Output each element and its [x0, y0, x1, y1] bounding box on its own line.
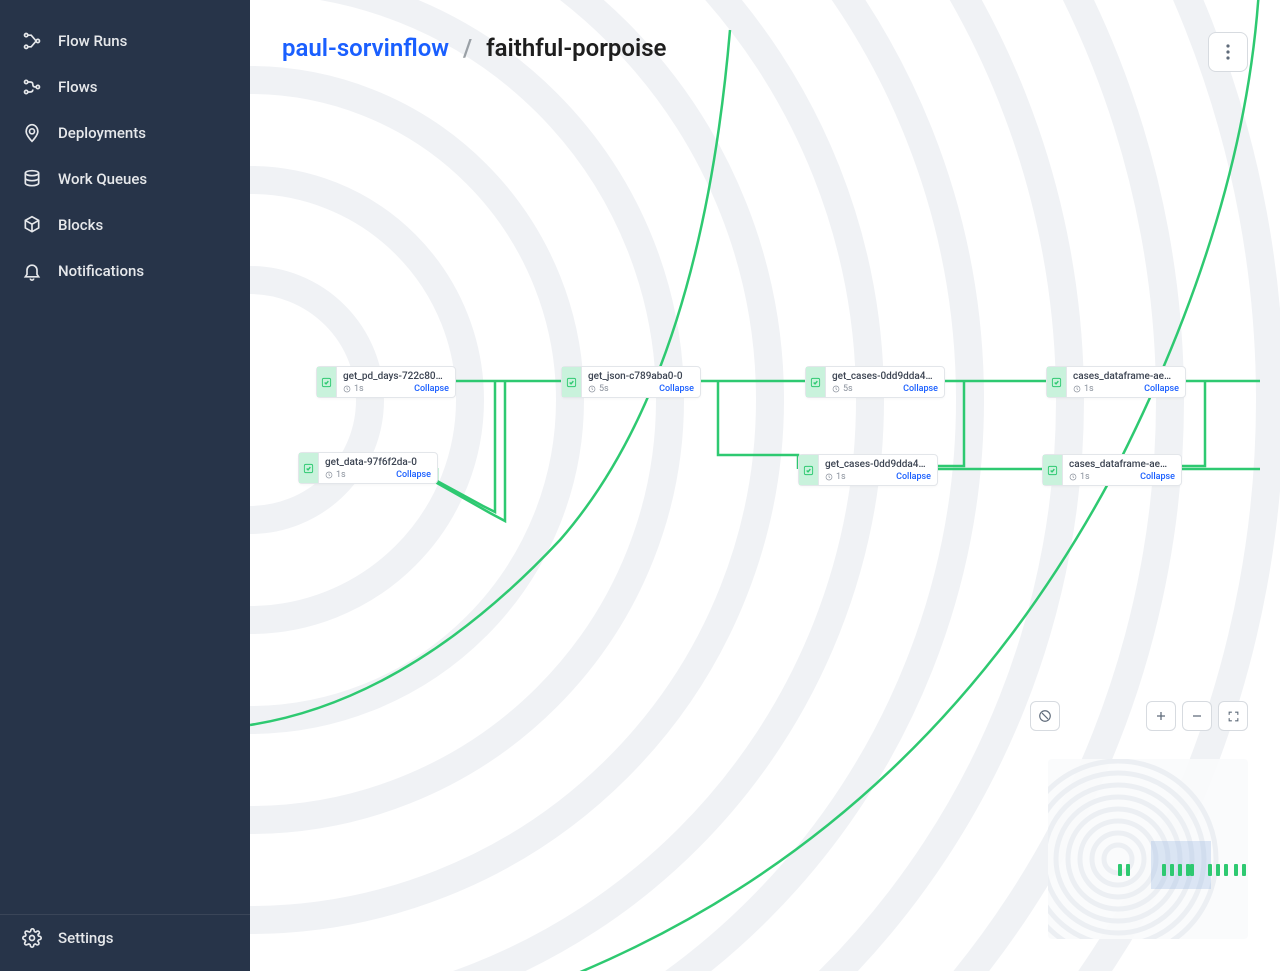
task-status-icon [806, 367, 826, 397]
zoom-in-button[interactable] [1146, 701, 1176, 731]
task-duration: 5s [832, 384, 853, 394]
sidebar-item-settings[interactable]: Settings [0, 915, 250, 961]
task-duration: 5s [588, 384, 609, 394]
sidebar: Flow Runs Flows Deployments Work Queues … [0, 0, 250, 971]
task-duration: 1s [1073, 384, 1094, 394]
task-node-title: get_data-97f6f2da-0 [325, 457, 431, 468]
fullscreen-button[interactable] [1218, 701, 1248, 731]
minimap-tick [1162, 864, 1166, 876]
task-duration: 1s [343, 384, 364, 394]
task-duration: 1s [825, 472, 846, 482]
sidebar-item-flow-runs[interactable]: Flow Runs [0, 18, 250, 64]
sidebar-item-label: Work Queues [58, 170, 147, 188]
collapse-link[interactable]: Collapse [396, 470, 431, 480]
minimap-tick [1170, 864, 1174, 876]
task-node-title: get_cases-0dd9dda4… [832, 371, 938, 382]
sidebar-item-deployments[interactable]: Deployments [0, 110, 250, 156]
collapse-link[interactable]: Collapse [1144, 384, 1179, 394]
minimap-tick [1208, 864, 1212, 876]
deployments-icon [22, 123, 42, 143]
collapse-link[interactable]: Collapse [659, 384, 694, 394]
task-node-title: get_cases-0dd9dda4… [825, 459, 931, 470]
task-node[interactable]: get_data-97f6f2da-0 1s Collapse [298, 452, 438, 484]
task-node-title: get_json-c789aba0-0 [588, 371, 694, 382]
breadcrumb-separator: / [463, 34, 472, 62]
sidebar-item-label: Deployments [58, 124, 146, 142]
blocks-icon [22, 215, 42, 235]
sidebar-item-work-queues[interactable]: Work Queues [0, 156, 250, 202]
minimap-tick [1190, 864, 1194, 876]
task-node-title: get_pd_days-722c80… [343, 371, 449, 382]
sidebar-item-flows[interactable]: Flows [0, 64, 250, 110]
actions-menu-button[interactable] [1208, 32, 1248, 72]
minimap-tick [1118, 864, 1122, 876]
collapse-link[interactable]: Collapse [903, 384, 938, 394]
sidebar-item-blocks[interactable]: Blocks [0, 202, 250, 248]
flows-icon [22, 77, 42, 97]
sidebar-item-label: Flow Runs [58, 32, 127, 50]
sidebar-item-notifications[interactable]: Notifications [0, 248, 250, 294]
task-node[interactable]: cases_dataframe-ae… 1s Collapse [1046, 366, 1186, 398]
minimap[interactable] [1048, 759, 1248, 939]
breadcrumb-flow-link[interactable]: paul-sorvinflow [282, 34, 449, 62]
minimap-tick [1234, 864, 1238, 876]
sidebar-item-label: Settings [58, 929, 114, 947]
zoom-out-button[interactable] [1182, 701, 1212, 731]
minimap-tick [1242, 864, 1246, 876]
task-status-icon [299, 453, 319, 483]
minimap-tick [1126, 864, 1130, 876]
task-status-icon [562, 367, 582, 397]
task-node-title: cases_dataframe-ae… [1073, 371, 1179, 382]
task-node-title: cases_dataframe-ae… [1069, 459, 1175, 470]
flow-runs-icon [22, 31, 42, 51]
task-node[interactable]: get_json-c789aba0-0 5s Collapse [561, 366, 701, 398]
sidebar-footer: Settings [0, 914, 250, 971]
sidebar-item-label: Notifications [58, 262, 144, 280]
task-node[interactable]: get_cases-0dd9dda4… 1s Collapse [798, 454, 938, 486]
canvas-controls [1030, 701, 1248, 731]
task-status-icon [317, 367, 337, 397]
task-status-icon [1043, 455, 1063, 485]
sidebar-item-label: Blocks [58, 216, 103, 234]
sidebar-item-label: Flows [58, 78, 97, 96]
main-canvas[interactable]: paul-sorvinflow / faithful-porpoise get_… [250, 0, 1280, 971]
collapse-link[interactable]: Collapse [1140, 472, 1175, 482]
sidebar-nav: Flow Runs Flows Deployments Work Queues … [0, 0, 250, 914]
minimap-tick [1216, 864, 1220, 876]
task-node[interactable]: get_cases-0dd9dda4… 5s Collapse [805, 366, 945, 398]
settings-icon [22, 928, 42, 948]
task-status-icon [799, 455, 819, 485]
task-node[interactable]: cases_dataframe-ae… 1s Collapse [1042, 454, 1182, 486]
minimap-tick [1178, 864, 1182, 876]
breadcrumb: paul-sorvinflow / faithful-porpoise [282, 34, 666, 62]
work-queues-icon [22, 169, 42, 189]
task-node[interactable]: get_pd_days-722c80… 1s Collapse [316, 366, 456, 398]
task-duration: 1s [325, 470, 346, 480]
task-status-icon [1047, 367, 1067, 397]
notifications-icon [22, 261, 42, 281]
reset-view-button[interactable] [1030, 701, 1060, 731]
collapse-link[interactable]: Collapse [896, 472, 931, 482]
collapse-link[interactable]: Collapse [414, 384, 449, 394]
minimap-tick [1224, 864, 1228, 876]
breadcrumb-run-name: faithful-porpoise [486, 34, 666, 62]
task-duration: 1s [1069, 472, 1090, 482]
